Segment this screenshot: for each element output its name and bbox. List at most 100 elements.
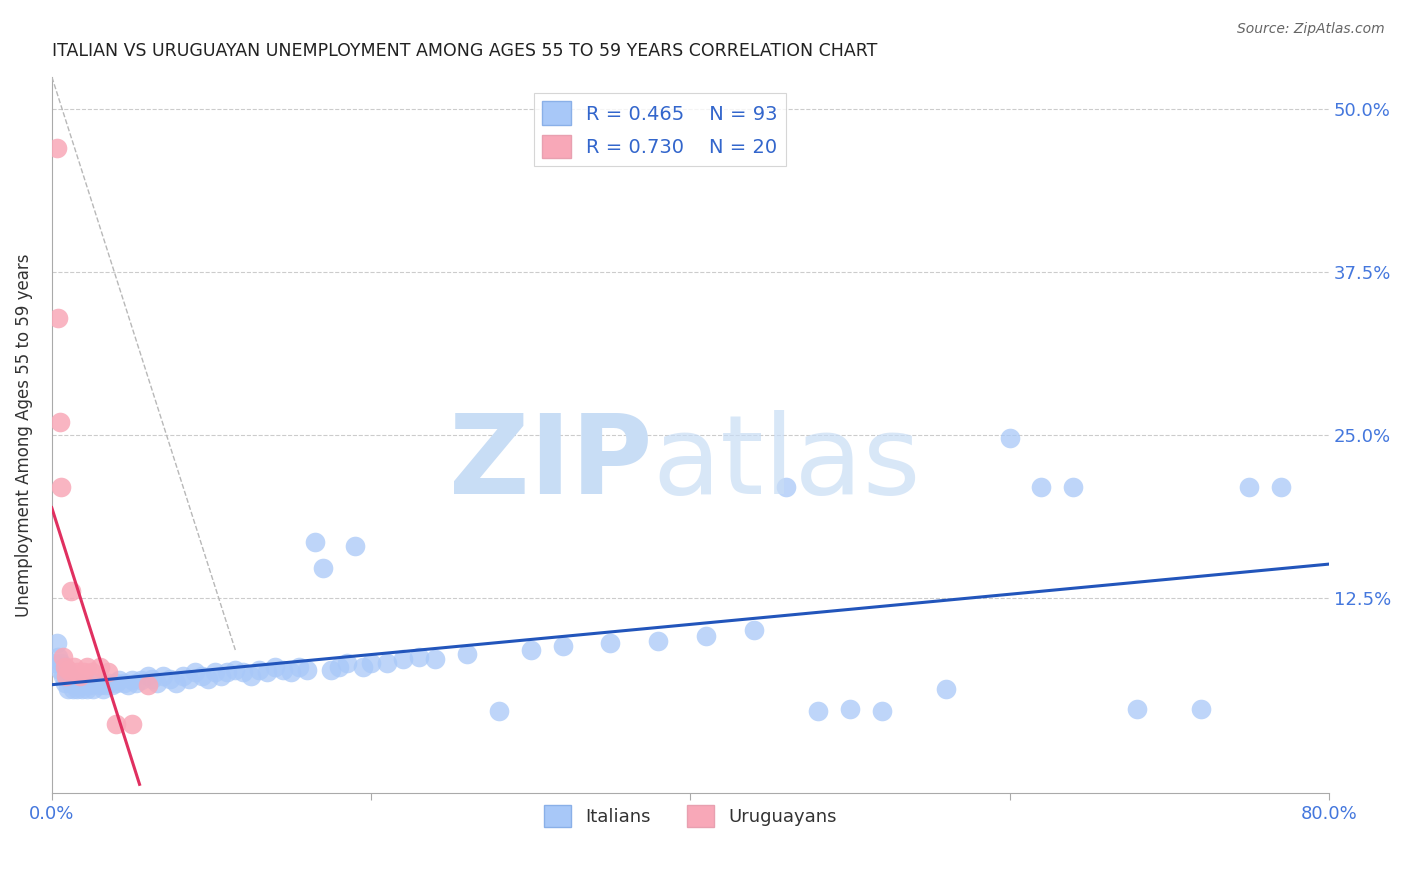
Point bbox=[117, 678, 139, 692]
Point bbox=[98, 675, 121, 690]
Point bbox=[209, 669, 232, 683]
Point bbox=[319, 663, 342, 677]
Point bbox=[295, 663, 318, 677]
Point bbox=[52, 649, 75, 664]
Point bbox=[204, 665, 226, 680]
Point bbox=[76, 682, 98, 697]
Point bbox=[59, 675, 82, 690]
Point bbox=[59, 584, 82, 599]
Point bbox=[125, 675, 148, 690]
Point bbox=[62, 682, 84, 697]
Point bbox=[55, 663, 77, 677]
Point bbox=[256, 665, 278, 680]
Point bbox=[48, 663, 70, 677]
Point bbox=[56, 682, 79, 697]
Point bbox=[66, 665, 89, 680]
Point bbox=[51, 480, 73, 494]
Text: ZIP: ZIP bbox=[449, 410, 652, 517]
Point bbox=[46, 649, 69, 664]
Point bbox=[104, 675, 127, 690]
Point bbox=[935, 682, 957, 697]
Point bbox=[328, 660, 350, 674]
Point bbox=[94, 678, 117, 692]
Point bbox=[352, 660, 374, 674]
Point bbox=[89, 660, 111, 674]
Point bbox=[408, 649, 430, 664]
Point bbox=[288, 660, 311, 674]
Point bbox=[1126, 701, 1149, 715]
Point bbox=[121, 673, 143, 687]
Point bbox=[56, 663, 79, 677]
Point bbox=[247, 663, 270, 677]
Point bbox=[107, 673, 129, 687]
Point bbox=[86, 675, 108, 690]
Point bbox=[271, 663, 294, 677]
Legend: Italians, Uruguayans: Italians, Uruguayans bbox=[537, 798, 844, 835]
Point bbox=[112, 675, 135, 690]
Point bbox=[312, 561, 335, 575]
Point bbox=[76, 660, 98, 674]
Point bbox=[280, 665, 302, 680]
Point bbox=[146, 675, 169, 690]
Point bbox=[304, 534, 326, 549]
Point bbox=[53, 675, 76, 690]
Point bbox=[1270, 480, 1292, 494]
Point bbox=[141, 672, 163, 686]
Point bbox=[519, 643, 541, 657]
Point bbox=[165, 675, 187, 690]
Point bbox=[197, 672, 219, 686]
Point bbox=[232, 665, 254, 680]
Point bbox=[65, 678, 87, 692]
Point bbox=[1189, 701, 1212, 715]
Point bbox=[423, 652, 446, 666]
Point bbox=[177, 672, 200, 686]
Point bbox=[159, 672, 181, 686]
Point bbox=[44, 656, 66, 670]
Point bbox=[73, 665, 96, 680]
Point bbox=[264, 660, 287, 674]
Point bbox=[172, 669, 194, 683]
Point bbox=[69, 678, 91, 692]
Point bbox=[1237, 480, 1260, 494]
Point bbox=[55, 669, 77, 683]
Point bbox=[336, 656, 359, 670]
Point bbox=[375, 656, 398, 670]
Point bbox=[97, 665, 120, 680]
Point bbox=[191, 669, 214, 683]
Point bbox=[695, 629, 717, 643]
Point bbox=[91, 682, 114, 697]
Point bbox=[488, 704, 510, 718]
Y-axis label: Unemployment Among Ages 55 to 59 years: Unemployment Among Ages 55 to 59 years bbox=[15, 253, 32, 616]
Point bbox=[870, 704, 893, 718]
Point bbox=[80, 665, 103, 680]
Point bbox=[48, 415, 70, 429]
Point bbox=[101, 678, 124, 692]
Point bbox=[392, 652, 415, 666]
Point bbox=[73, 678, 96, 692]
Point bbox=[89, 678, 111, 692]
Point bbox=[70, 682, 93, 697]
Point bbox=[129, 673, 152, 687]
Text: atlas: atlas bbox=[652, 410, 921, 517]
Point bbox=[53, 660, 76, 674]
Point bbox=[152, 669, 174, 683]
Point bbox=[104, 717, 127, 731]
Point bbox=[344, 539, 367, 553]
Point bbox=[742, 624, 765, 638]
Point bbox=[998, 431, 1021, 445]
Point bbox=[45, 141, 67, 155]
Point bbox=[63, 660, 86, 674]
Point bbox=[360, 656, 382, 670]
Point bbox=[46, 310, 69, 325]
Point bbox=[647, 633, 669, 648]
Text: Source: ZipAtlas.com: Source: ZipAtlas.com bbox=[1237, 22, 1385, 37]
Point bbox=[69, 669, 91, 683]
Point bbox=[67, 675, 90, 690]
Point bbox=[217, 665, 239, 680]
Point bbox=[79, 678, 101, 692]
Point bbox=[838, 701, 860, 715]
Point bbox=[807, 704, 830, 718]
Point bbox=[66, 682, 89, 697]
Point bbox=[551, 639, 574, 653]
Point bbox=[240, 669, 263, 683]
